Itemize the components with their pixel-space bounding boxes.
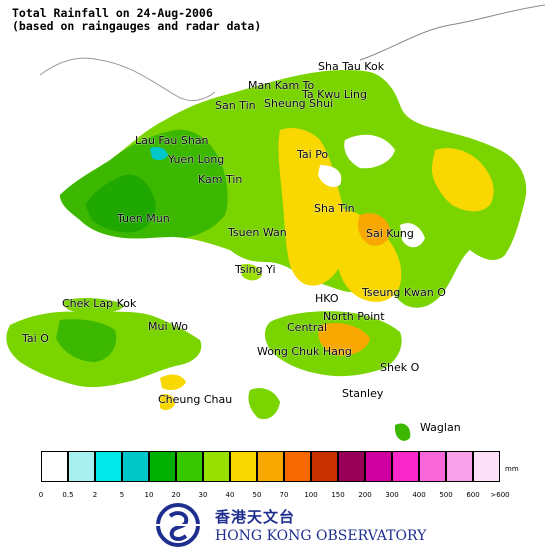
label-sai-kung: Sai Kung — [366, 227, 414, 240]
ma-wan — [240, 264, 262, 281]
legend-tick-label: 20 — [171, 491, 181, 499]
waglan-area — [395, 423, 411, 441]
legend-swatch — [203, 451, 230, 482]
label-central: Central — [287, 321, 328, 334]
center-yellow-2 — [329, 208, 402, 302]
legend-tick-label: 0 — [38, 491, 44, 499]
legend-tick-label: 70 — [279, 491, 289, 499]
nt-west-darker — [85, 174, 156, 233]
legend-swatch — [473, 451, 500, 482]
legend-tick-label: 300 — [385, 491, 399, 499]
legend-tick-label: 50 — [252, 491, 262, 499]
legend-swatch — [68, 451, 95, 482]
label-tseung-kwan-o: Tseung Kwan O — [362, 286, 446, 299]
legend-unit: mm — [505, 465, 519, 473]
rainfall-map — [6, 4, 545, 441]
legend-tick-label: 5 — [119, 491, 125, 499]
legend-swatch — [419, 451, 446, 482]
east-yellow — [431, 148, 494, 212]
legend-swatch — [230, 451, 257, 482]
hko-logo-icon — [152, 503, 204, 547]
label-tsuen-wan: Tsuen Wan — [228, 226, 287, 239]
legend-swatch — [257, 451, 284, 482]
label-tai-o: Tai O — [22, 332, 49, 345]
label-wong-chuk-hang: Wong Chuk Hang — [257, 345, 352, 358]
legend-swatch — [122, 451, 149, 482]
legend-swatch — [446, 451, 473, 482]
label-lau-fau-shan: Lau Fau Shan — [135, 134, 209, 147]
legend-tick-label: 0.5 — [62, 491, 74, 499]
title-line-1: Total Rainfall on 24-Aug-2006 — [12, 6, 213, 20]
legend-tick-label: 600 — [466, 491, 480, 499]
label-cheung-chau: Cheung Chau — [158, 393, 233, 406]
label-sha-tau-kok: Sha Tau Kok — [318, 60, 385, 73]
label-sha-tin: Sha Tin — [314, 202, 355, 215]
label-tuen-mun: Tuen Mun — [117, 212, 170, 225]
legend-swatch — [149, 451, 176, 482]
legend-swatch — [95, 451, 122, 482]
lamma-island — [248, 388, 280, 420]
legend-tick-label: 2 — [92, 491, 98, 499]
tolo-harbour — [318, 165, 342, 187]
legend-swatch — [284, 451, 311, 482]
label-kam-tin: Kam Tin — [198, 173, 243, 186]
label-ta-kwu-ling: Ta Kwu Ling — [302, 88, 367, 101]
label-sheung-shui: Sheung Shui — [264, 97, 334, 110]
plover-cove-water — [344, 134, 395, 169]
label-tai-po: Tai Po — [297, 148, 329, 161]
label-hko: HKO — [315, 292, 339, 305]
chek-lap-kok-island — [63, 297, 125, 314]
label-yuen-long: Yuen Long — [168, 153, 225, 166]
legend-tick-label: >600 — [490, 491, 510, 499]
logo-chinese-name: 香港天文台 — [215, 508, 296, 526]
port-shelter — [400, 223, 425, 248]
legend-tick-label: 500 — [439, 491, 453, 499]
label-waglan: Waglan — [420, 421, 461, 434]
legend-tick-label: 10 — [144, 491, 154, 499]
peng-chau — [160, 374, 186, 390]
legend-tick-label: 100 — [304, 491, 318, 499]
legend-swatch — [311, 451, 338, 482]
legend-swatch — [176, 451, 203, 482]
label-shek-o: Shek O — [380, 361, 420, 374]
legend-tick-label: 30 — [198, 491, 208, 499]
deep-bay-coast — [39, 57, 216, 102]
lantau-green — [56, 319, 117, 362]
legend-tick-label: 40 — [225, 491, 235, 499]
hk-island-orange — [318, 323, 370, 356]
label-san-tin: San Tin — [215, 99, 256, 112]
logo-english-name: HONG KONG OBSERVATORY — [215, 528, 427, 544]
china-border-line — [359, 4, 545, 61]
label-stanley: Stanley — [342, 387, 384, 400]
legend-tick-label: 200 — [358, 491, 372, 499]
legend-swatch — [392, 451, 419, 482]
lau-fau-shan-cyan — [150, 146, 168, 161]
title-line-2: (based on raingauges and radar data) — [12, 19, 262, 33]
legend-tick-label: 400 — [412, 491, 426, 499]
legend-tick-label: 150 — [331, 491, 345, 499]
map-title: Total Rainfall on 24-Aug-2006 (based on … — [12, 7, 261, 33]
label-mui-wo: Mui Wo — [148, 320, 188, 333]
legend-swatch — [41, 451, 68, 482]
sai-kung-orange — [358, 213, 391, 246]
label-man-kam-to: Man Kam To — [248, 79, 315, 92]
legend-swatch — [338, 451, 365, 482]
label-chek-lap-kok: Chek Lap Kok — [62, 297, 137, 310]
legend-swatch — [365, 451, 392, 482]
label-tsing-yi: Tsing Yi — [235, 263, 276, 276]
cheung-chau-island — [160, 394, 175, 411]
label-north-point: North Point — [323, 310, 385, 323]
